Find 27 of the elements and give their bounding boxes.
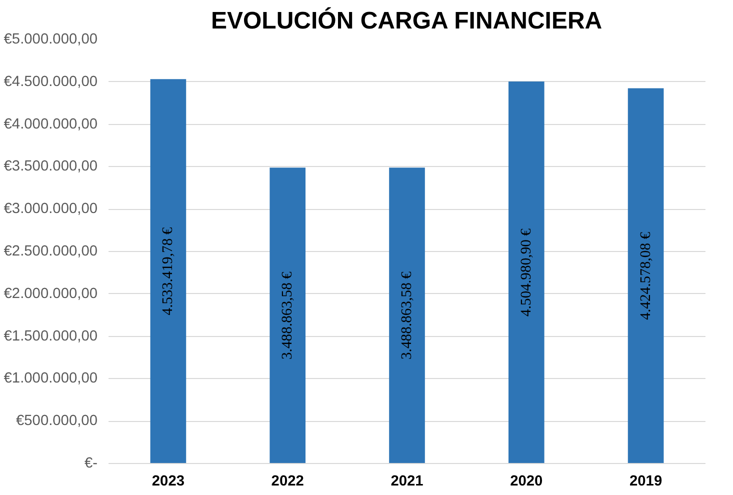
x-tick-label: 2023 <box>152 474 185 490</box>
y-tick-label: €1.500.000,00 <box>4 328 98 344</box>
y-tick-label: €3.500.000,00 <box>4 158 98 175</box>
y-tick-label: €4.000.000,00 <box>4 116 98 132</box>
y-tick-label: €- <box>84 456 98 472</box>
y-tick-label: €500.000,00 <box>16 413 98 430</box>
x-tick-label: 2021 <box>390 474 424 490</box>
bar <box>270 168 306 464</box>
bar <box>150 79 186 464</box>
bar <box>628 88 664 464</box>
y-tick-label: €2.000.000,00 <box>4 286 98 302</box>
x-tick-label: 2019 <box>630 474 662 490</box>
bar <box>389 168 425 464</box>
y-tick-label: €4.500.000,00 <box>4 74 98 90</box>
data-label: 4.504.980,90 € <box>518 228 534 316</box>
data-label: 3.488.863,58 € <box>399 270 415 360</box>
chart-title: EVOLUCIÓN CARGA FINANCIERA <box>211 6 602 34</box>
data-label: 4.424.578,08 € <box>638 231 654 320</box>
y-tick-label: €3.000.000,00 <box>4 201 98 218</box>
y-tick-label: €1.000.000,00 <box>4 370 98 387</box>
data-label: 4.533.419,78 € <box>160 226 176 316</box>
bar <box>508 81 544 464</box>
x-tick-label: 2022 <box>271 474 304 490</box>
y-tick-label: €2.500.000,00 <box>4 244 98 260</box>
x-tick-label: 2020 <box>510 474 543 490</box>
data-label: 3.488.863,58 € <box>280 270 296 360</box>
y-tick-label: €5.000.000,00 <box>4 32 98 48</box>
